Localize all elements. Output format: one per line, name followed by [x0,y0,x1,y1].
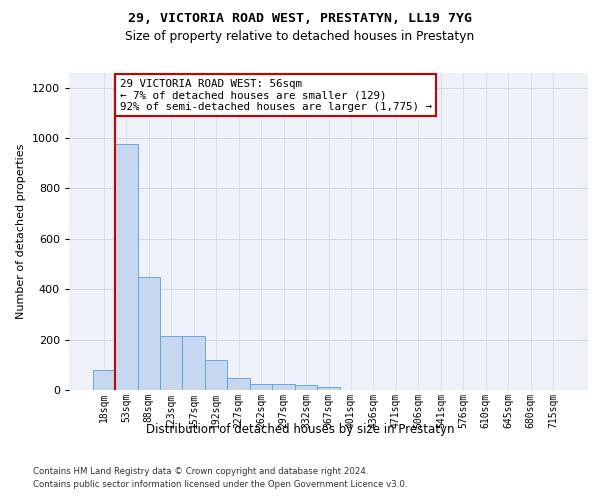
Bar [92,370,115,390]
Bar [137,276,160,390]
Text: 29, VICTORIA ROAD WEST, PRESTATYN, LL19 7YG: 29, VICTORIA ROAD WEST, PRESTATYN, LL19 … [128,12,472,26]
Y-axis label: Number of detached properties: Number of detached properties [16,144,26,319]
Bar [115,144,137,390]
Bar [272,384,295,390]
Text: Size of property relative to detached houses in Prestatyn: Size of property relative to detached ho… [125,30,475,43]
Text: 29 VICTORIA ROAD WEST: 56sqm
← 7% of detached houses are smaller (129)
92% of se: 29 VICTORIA ROAD WEST: 56sqm ← 7% of det… [119,79,431,112]
Bar [205,360,227,390]
Text: Distribution of detached houses by size in Prestatyn: Distribution of detached houses by size … [146,422,454,436]
Bar [227,378,250,390]
Bar [250,384,272,390]
Bar [295,385,317,390]
Text: Contains HM Land Registry data © Crown copyright and database right 2024.: Contains HM Land Registry data © Crown c… [33,468,368,476]
Bar [182,336,205,390]
Bar [160,336,182,390]
Text: Contains public sector information licensed under the Open Government Licence v3: Contains public sector information licen… [33,480,407,489]
Bar [317,387,340,390]
